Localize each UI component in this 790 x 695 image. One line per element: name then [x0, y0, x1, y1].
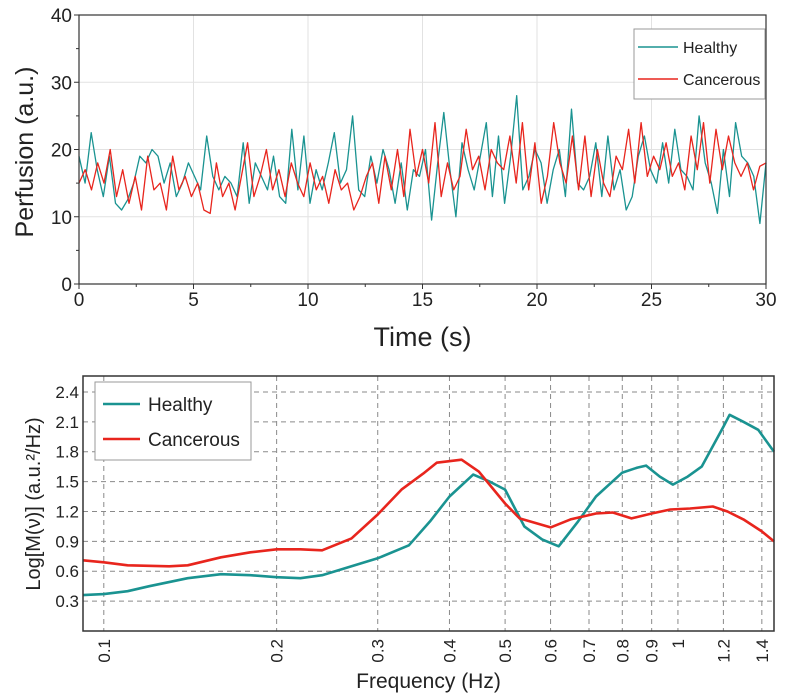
x-tick-label: 0.8 — [613, 639, 632, 663]
y-tick-label: 1.8 — [55, 443, 79, 462]
x-tick-label: 0.6 — [542, 639, 561, 663]
x-tick-label: 0.7 — [580, 639, 599, 663]
legend-label-healthy: Healthy — [683, 40, 737, 57]
y-axis-label: Perfusion (a.u.) — [11, 67, 39, 238]
x-tick-label: 0.5 — [496, 639, 515, 663]
series-line-cancerous — [78, 121, 767, 215]
x-tick-label: 20 — [526, 290, 547, 311]
x-tick-label: 10 — [297, 290, 318, 311]
plot-frame — [82, 375, 775, 632]
y-tick-label: 30 — [51, 73, 72, 94]
y-tick-label: 0.3 — [55, 592, 79, 611]
y-tick-label: 40 — [51, 6, 72, 27]
x-tick-label: 1 — [669, 639, 688, 648]
x-tick-label: 0.9 — [643, 639, 662, 663]
series-line-cancerous — [82, 458, 775, 568]
spectrum-plot: 0.1 0.2 0.3 0.4 0.5 0.6 0.7 0.8 0.9 1 1.2 1.4 0.3 0.6… — [23, 375, 776, 693]
y-axis-label: Log[M(ν)] (a.u.²/Hz) — [23, 417, 45, 590]
y-tick-label: 0 — [61, 275, 72, 296]
legend-label-cancerous: Cancerous — [148, 430, 240, 451]
x-tick-label: 0.2 — [268, 639, 287, 663]
y-tick-label: 20 — [51, 141, 72, 162]
legend-box — [633, 28, 766, 100]
legend-box — [94, 381, 252, 461]
x-tick-label: 15 — [412, 290, 433, 311]
x-tick-label: 0.1 — [95, 639, 114, 663]
x-axis-label: Frequency (Hz) — [356, 670, 501, 693]
x-tick-label: 0.3 — [369, 639, 388, 663]
legend-label-healthy: Healthy — [148, 395, 213, 416]
x-tick-label: 25 — [641, 290, 662, 311]
x-tick-label: 1.4 — [753, 639, 772, 663]
y-tick-label: 0.6 — [55, 562, 79, 581]
series-line-healthy — [82, 413, 776, 597]
x-tick-label: 0 — [74, 290, 85, 311]
y-tick-label: 10 — [51, 208, 72, 229]
x-tick-label: 5 — [188, 290, 199, 311]
x-tick-label: 1.2 — [714, 639, 733, 663]
plot-frame — [78, 14, 767, 285]
y-tick-label: 0.9 — [55, 532, 79, 551]
x-axis-label: Time (s) — [374, 322, 472, 352]
y-tick-label: 1.5 — [55, 473, 79, 492]
y-tick-label: 2.4 — [55, 383, 79, 402]
y-tick-label: 2.1 — [55, 413, 79, 432]
legend-label-cancerous: Cancerous — [683, 72, 760, 89]
series-line-healthy — [78, 95, 767, 225]
x-tick-label: 0.4 — [440, 639, 459, 663]
time-series-plot: 0 5 10 15 20 25 30 0 10 20 30 40 Healthy Cancerous Tim… — [11, 6, 777, 352]
x-tick-label: 30 — [755, 290, 776, 311]
y-tick-label: 1.2 — [55, 502, 79, 521]
